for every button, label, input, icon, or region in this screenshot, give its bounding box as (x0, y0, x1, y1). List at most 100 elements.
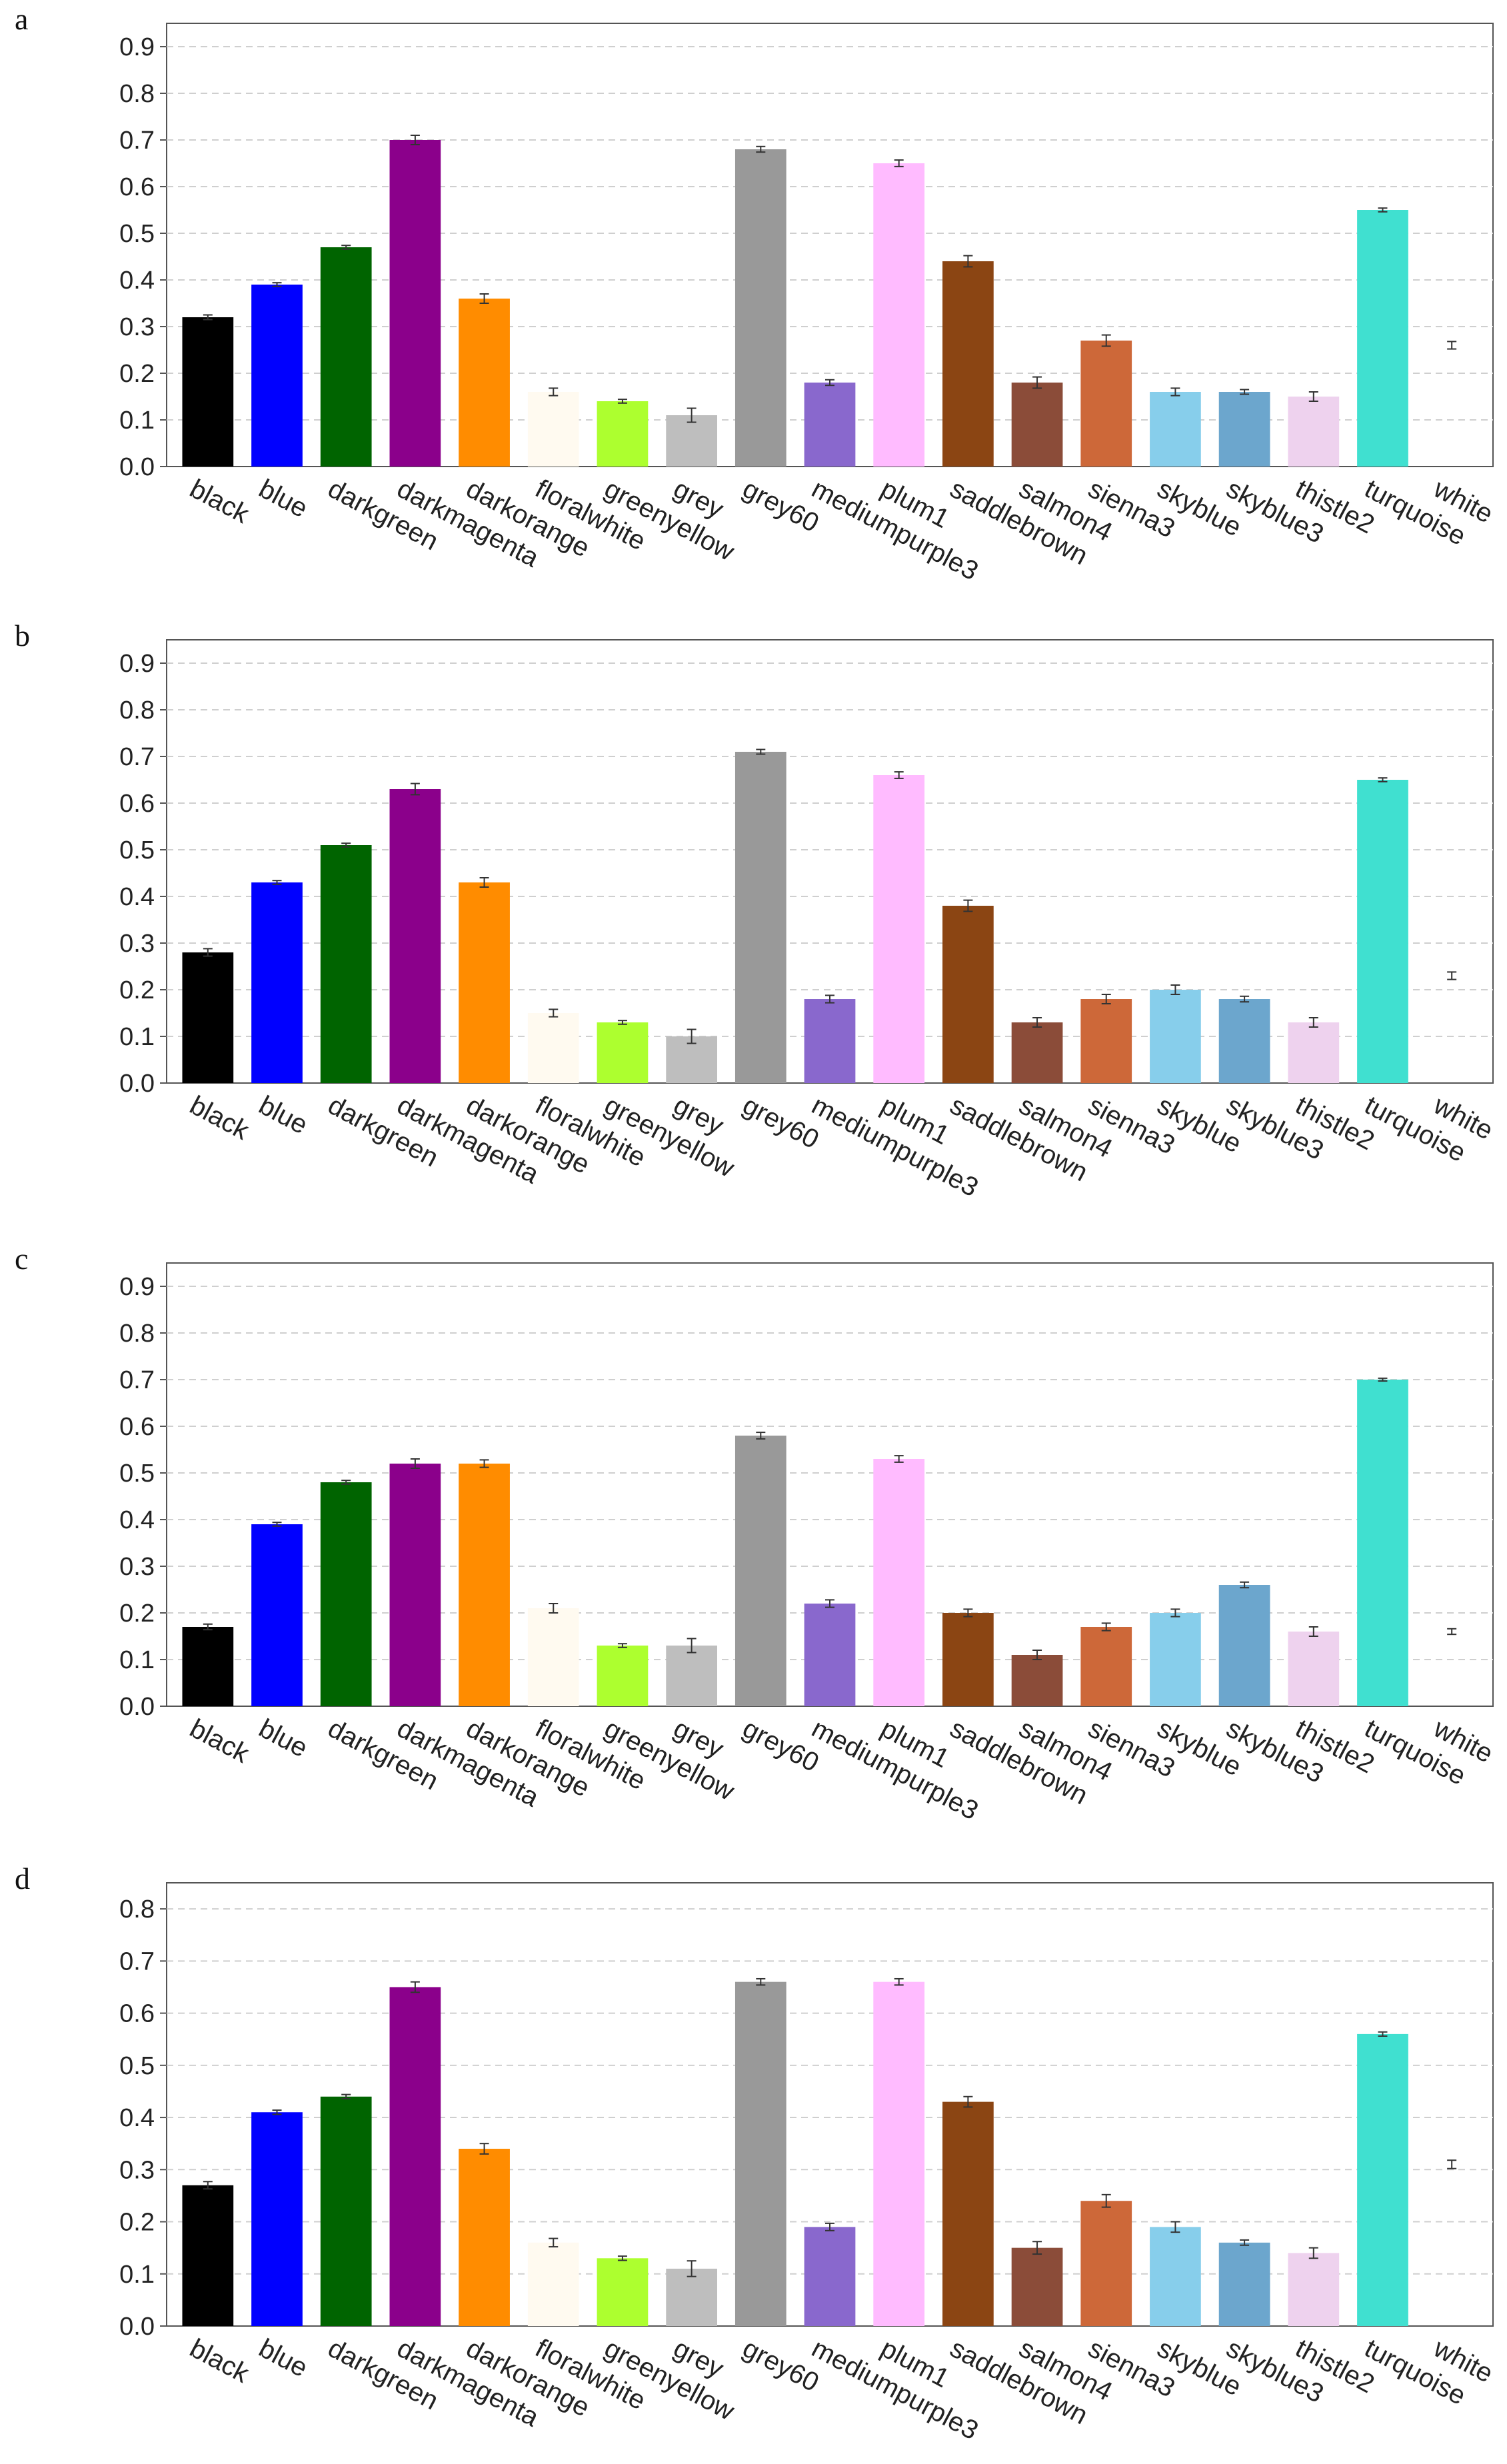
bar-saddlebrown (942, 2101, 994, 2326)
bar-grey60 (735, 1981, 786, 2326)
y-tick-label: 0.7 (119, 127, 155, 155)
bar-darkorange (459, 2149, 510, 2326)
bar-plum1 (873, 1981, 925, 2326)
bar-plum1 (873, 1459, 925, 1706)
y-tick-label: 0.6 (119, 173, 155, 201)
bar-mediumpurple3 (804, 383, 856, 467)
x-tick-label: black (185, 1090, 255, 1146)
y-tick-label: 0.3 (119, 313, 155, 341)
panel-b: b 0.0 0.1 0.2 0.3 0.4 0.5 0.6 0.7 0.8 0.9 black blu… (0, 616, 1507, 1216)
y-tick-label: 0.1 (119, 2261, 155, 2289)
y-tick-label: 0.4 (119, 267, 155, 295)
y-tick-label: 0.6 (119, 790, 155, 818)
bar-salmon4 (1011, 1022, 1063, 1083)
panel-label-d: d (15, 1861, 30, 1895)
bar-sienna3 (1080, 1627, 1132, 1706)
bar-blue (251, 882, 303, 1083)
y-tick-label: 0.6 (119, 1413, 155, 1441)
bar-grey60 (735, 1436, 786, 1706)
y-tick-label: 0.8 (119, 80, 155, 108)
y-tick-label: 0.3 (119, 1553, 155, 1581)
y-tick-label: 0.4 (119, 2104, 155, 2132)
x-tick-label: black (185, 1714, 255, 1769)
bar-darkorange (459, 882, 510, 1083)
bar-darkgreen (320, 247, 372, 467)
x-tick-label: grey60 (738, 1714, 824, 1778)
bar-darkorange (459, 299, 510, 467)
y-tick-label: 0.0 (119, 1070, 155, 1098)
y-tick-label: 0.4 (119, 1506, 155, 1534)
bar-sienna3 (1080, 999, 1132, 1083)
y-tick-label: 0.1 (119, 407, 155, 435)
bar-darkmagenta (389, 1987, 441, 2326)
bar-darkgreen (320, 845, 372, 1083)
bar-black (182, 317, 234, 467)
x-tick-label: blue (254, 1714, 312, 1763)
x-tick-label: blue (254, 2333, 312, 2383)
bar-sienna3 (1080, 2201, 1132, 2326)
y-tick-label: 0.9 (119, 1273, 155, 1301)
x-tick-label: blue (254, 474, 312, 523)
bar-greenyellow (597, 1022, 649, 1083)
bar-grey (666, 2268, 717, 2326)
x-tick-label: grey60 (738, 1090, 824, 1154)
bar-darkmagenta (389, 1464, 441, 1706)
panel-a: a 0.0 0.1 0.2 0.3 0.4 0.5 0.6 0.7 0.8 0.9 black blu… (0, 0, 1507, 600)
bar-darkgreen (320, 2096, 372, 2326)
panel-d: d 0.0 0.1 0.2 0.3 0.4 0.5 0.6 0.7 0.8 black blue da… (0, 1859, 1507, 2459)
bar-grey (666, 1036, 717, 1083)
bar-saddlebrown (942, 261, 994, 467)
y-tick-label: 0.5 (119, 2052, 155, 2080)
bar-grey (666, 1646, 717, 1706)
bar-skyblue (1150, 392, 1201, 467)
bar-grey (666, 415, 717, 467)
y-tick-label: 0.1 (119, 1023, 155, 1051)
y-tick-label: 0.2 (119, 1600, 155, 1628)
bar-blue (251, 1524, 303, 1706)
bar-darkmagenta (389, 140, 441, 467)
panel-label-c: c (15, 1242, 29, 1276)
bar-blue (251, 2112, 303, 2326)
bar-darkmagenta (389, 789, 441, 1083)
bar-greenyellow (597, 1646, 649, 1706)
x-tick-label: black (185, 474, 255, 529)
bar-thistle2 (1288, 1022, 1340, 1083)
y-tick-label: 0.1 (119, 1646, 155, 1674)
y-tick-label: 0.6 (119, 2000, 155, 2028)
y-tick-label: 0.5 (119, 836, 155, 864)
bar-salmon4 (1011, 383, 1063, 467)
x-tick-label: blue (254, 1090, 312, 1140)
x-tick-label: black (185, 2333, 255, 2389)
bar-saddlebrown (942, 906, 994, 1083)
bar-thistle2 (1288, 397, 1340, 467)
bar-turquoise (1357, 210, 1408, 467)
bar-white (1426, 1632, 1478, 1706)
bar-black (182, 952, 234, 1083)
bar-grey60 (735, 752, 786, 1083)
bar-turquoise (1357, 780, 1408, 1083)
bar-saddlebrown (942, 1613, 994, 1706)
bar-mediumpurple3 (804, 1604, 856, 1706)
bar-skyblue3 (1218, 2242, 1270, 2326)
bar-floralwhite (527, 1013, 579, 1083)
y-tick-label: 0.0 (119, 453, 155, 481)
y-tick-label: 0.8 (119, 1320, 155, 1348)
bar-mediumpurple3 (804, 999, 856, 1083)
bar-floralwhite (527, 1608, 579, 1706)
y-tick-label: 0.0 (119, 1693, 155, 1721)
bar-skyblue (1150, 2227, 1201, 2326)
bar-darkgreen (320, 1482, 372, 1706)
bar-white (1426, 2164, 1478, 2326)
bar-thistle2 (1288, 2253, 1340, 2326)
bar-salmon4 (1011, 2247, 1063, 2326)
y-tick-label: 0.7 (119, 1947, 155, 1975)
bar-skyblue3 (1218, 999, 1270, 1083)
y-tick-label: 0.2 (119, 360, 155, 388)
y-tick-label: 0.5 (119, 220, 155, 248)
bar-white (1426, 345, 1478, 467)
bar-floralwhite (527, 392, 579, 467)
y-tick-label: 0.9 (119, 650, 155, 678)
x-tick-label: grey60 (738, 2333, 824, 2397)
